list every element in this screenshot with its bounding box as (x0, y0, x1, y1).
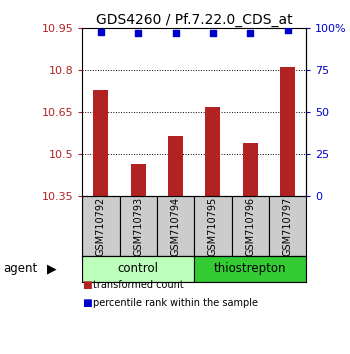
Point (247, 30, 253, 36)
Text: ■: ■ (82, 298, 92, 308)
Point (285, 27, 290, 33)
Text: ▶: ▶ (47, 262, 57, 275)
Text: percentile rank within the sample: percentile rank within the sample (93, 298, 258, 308)
Title: GDS4260 / Pf.7.22.0_CDS_at: GDS4260 / Pf.7.22.0_CDS_at (96, 13, 293, 27)
Text: GSM710796: GSM710796 (245, 196, 255, 256)
Bar (131, 164, 146, 196)
Bar (280, 68, 295, 196)
Text: GSM710795: GSM710795 (208, 196, 218, 256)
Point (210, 30, 216, 36)
Bar (243, 143, 258, 196)
Text: agent: agent (4, 262, 38, 275)
Bar (93, 90, 108, 196)
Bar (82, 196, 120, 256)
Text: GSM710792: GSM710792 (96, 196, 106, 256)
Bar (168, 136, 183, 196)
Point (98, 29, 104, 34)
Text: thiostrepton: thiostrepton (214, 262, 287, 275)
Text: transformed count: transformed count (93, 280, 183, 290)
Bar (269, 196, 306, 256)
Text: GSM710793: GSM710793 (133, 196, 143, 256)
Bar (194, 196, 232, 256)
Point (135, 30, 141, 36)
Text: ■: ■ (82, 280, 92, 290)
Bar (120, 196, 157, 256)
Bar (194, 256, 306, 282)
Text: control: control (118, 262, 159, 275)
Bar (82, 256, 194, 282)
Text: GSM710794: GSM710794 (170, 196, 181, 256)
Bar (205, 107, 220, 196)
Bar (157, 196, 194, 256)
Point (173, 30, 178, 36)
Bar (232, 196, 269, 256)
Text: GSM710797: GSM710797 (282, 196, 293, 256)
